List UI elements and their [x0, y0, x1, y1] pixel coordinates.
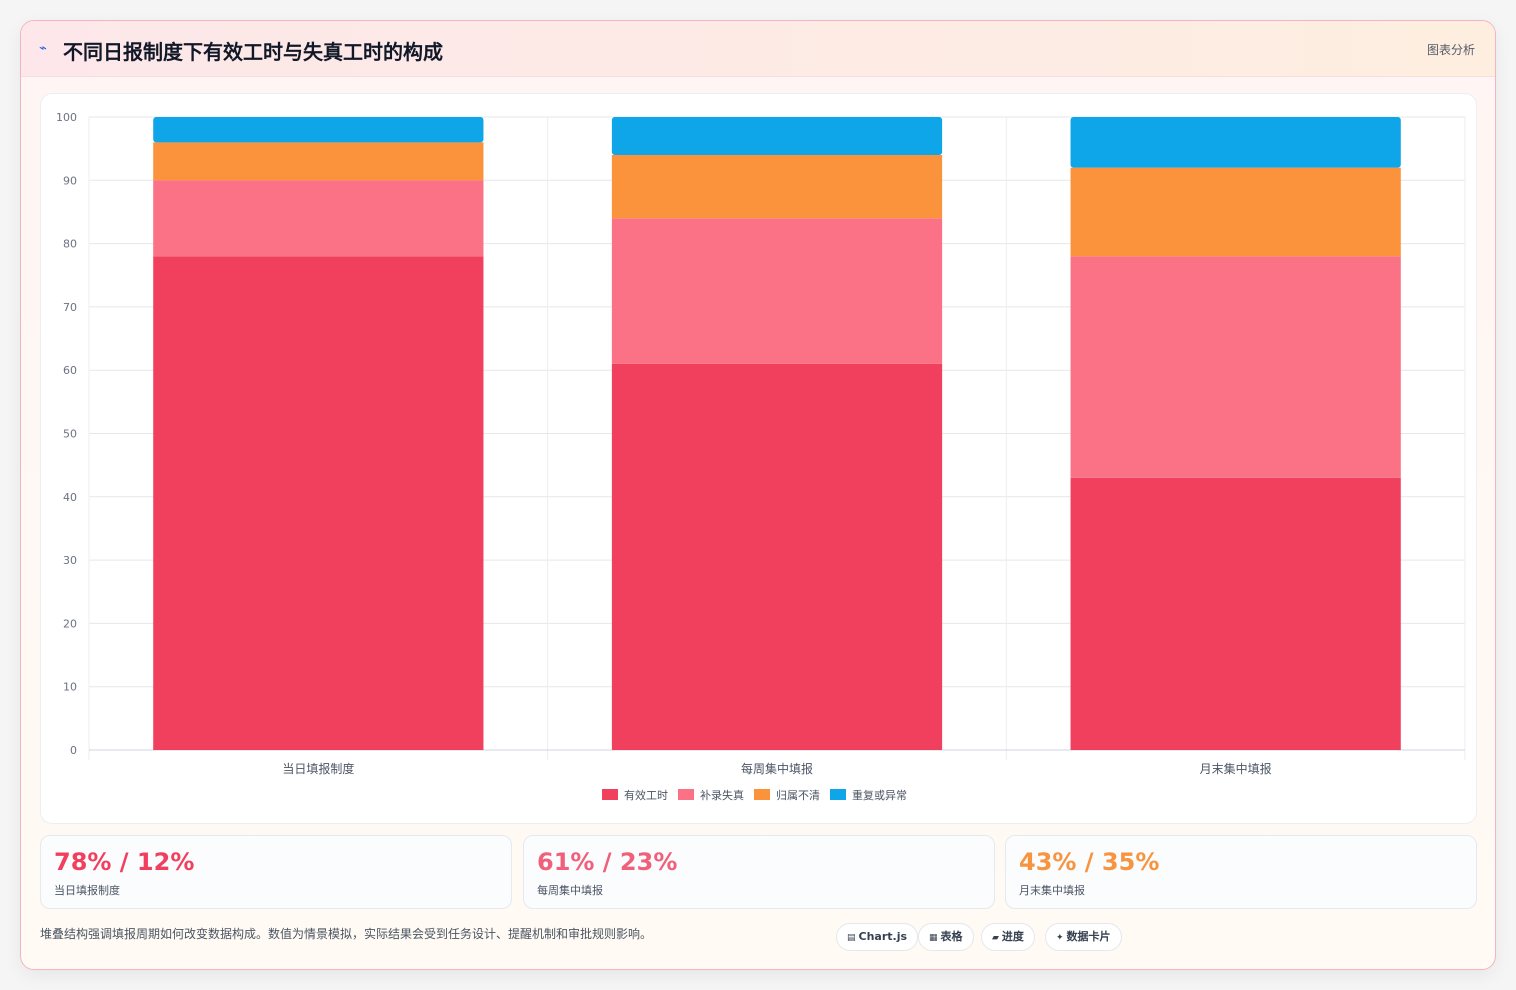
legend-label: 归属不清	[776, 788, 820, 802]
chip-progress[interactable]: ▰ 进度	[981, 923, 1035, 951]
stat-card-monthly: 43% / 35% 月末集中填报	[1005, 835, 1477, 909]
footnote: 堆叠结构强调填报周期如何改变数据构成。数值为情景模拟，实际结果会受到任务设计、提…	[40, 927, 653, 941]
y-tick-label: 60	[63, 364, 77, 377]
chart-card: ⌁ 不同日报制度下有效工时与失真工时的构成 图表分析 0 10 20 30 40 50 60…	[20, 20, 1496, 970]
bar-segment	[153, 256, 484, 750]
x-tick-label: 当日填报制度	[282, 761, 354, 776]
bar-segment	[1070, 256, 1401, 478]
stat-label: 月末集中填报	[1019, 884, 1085, 897]
legend-label: 有效工时	[624, 788, 668, 802]
y-tick-label: 0	[70, 744, 77, 757]
legend-label: 补录失真	[700, 788, 744, 802]
bar-segment	[611, 154, 943, 219]
y-tick-label: 40	[63, 491, 77, 504]
chip-data-cards[interactable]: ✦ 数据卡片	[1045, 923, 1122, 951]
y-tick-label: 20	[63, 617, 77, 630]
stacked-bar-chart: 0 10 20 30 40 50 60 70 80 90 100 当日填报制度 每周集中填报 月末集中填报…	[56, 111, 1466, 802]
bar-segment	[611, 218, 943, 364]
trend-icon: ⌁	[39, 41, 47, 56]
card-header: ⌁ 不同日报制度下有效工时与失真工时的构成 图表分析	[21, 21, 1495, 77]
stat-value: 78% / 12%	[54, 848, 195, 876]
progress-icon: ▰	[992, 933, 999, 943]
chart-analysis-tag: 图表分析	[1426, 43, 1475, 57]
chart-icon: ▤	[847, 933, 856, 943]
y-tick-label: 30	[63, 554, 77, 567]
page-title: 不同日报制度下有效工时与失真工时的构成	[63, 40, 443, 64]
bar-segment	[153, 180, 484, 257]
bar-segment	[153, 142, 484, 181]
stat-label: 每周集中填报	[537, 884, 603, 897]
table-icon: ▦	[929, 933, 938, 943]
bar-segment	[1070, 477, 1401, 750]
stat-card-weekly: 61% / 23% 每周集中填报	[523, 835, 995, 909]
bar-segment	[611, 363, 943, 750]
y-tick-label: 100	[56, 111, 77, 124]
y-tick-label: 50	[63, 428, 77, 441]
y-tick-label: 90	[63, 174, 77, 187]
sparkle-icon: ✦	[1056, 933, 1064, 943]
x-tick-label: 每周集中填报	[741, 761, 813, 776]
x-tick-label: 月末集中填报	[1200, 761, 1272, 776]
y-tick-label: 10	[63, 681, 77, 694]
stat-label: 当日填报制度	[54, 884, 120, 897]
legend-swatch	[602, 789, 618, 800]
stat-card-daily: 78% / 12% 当日填报制度	[40, 835, 512, 909]
bar-segment	[1070, 167, 1401, 257]
y-tick-label: 80	[63, 238, 77, 251]
chart-panel: 0 10 20 30 40 50 60 70 80 90 100 当日填报制度 每周集中填报 月末集中填报…	[40, 93, 1477, 824]
legend-swatch	[678, 789, 694, 800]
bar-segment	[611, 117, 943, 155]
chip-chartjs[interactable]: ▤ Chart.js	[836, 923, 919, 951]
chip-table[interactable]: ▦ 表格	[918, 923, 974, 951]
legend-label: 重复或异常	[852, 788, 907, 802]
bar-segment	[1070, 117, 1401, 168]
legend-swatch	[754, 789, 770, 800]
y-tick-label: 70	[63, 301, 77, 314]
stat-value: 43% / 35%	[1019, 848, 1160, 876]
stat-value: 61% / 23%	[537, 848, 678, 876]
legend-swatch	[830, 789, 846, 800]
bar-segment	[153, 117, 484, 143]
